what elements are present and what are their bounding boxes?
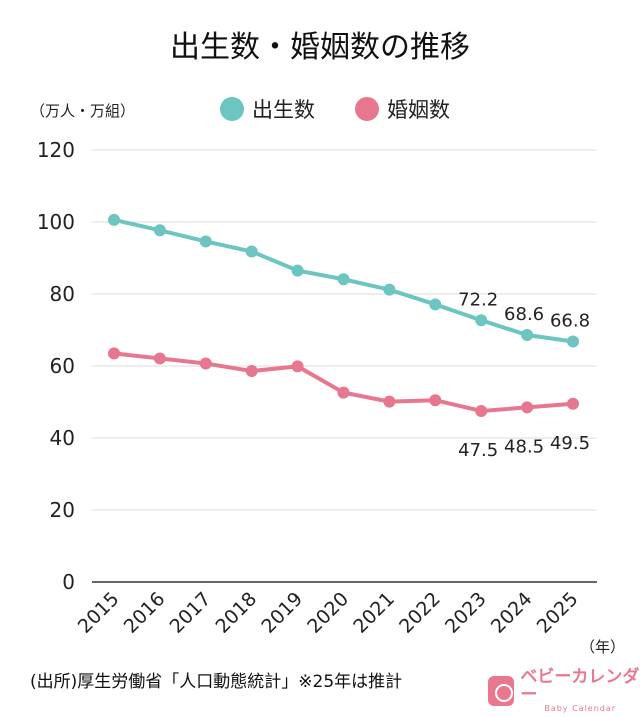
y-axis-unit: （万人・万組） [30,102,136,120]
chart-title: 出生数・婚姻数の推移 [170,30,470,65]
x-tick-label: 2024 [487,588,537,638]
legend-label: 婚姻数 [387,98,450,122]
data-point [199,235,212,248]
data-point [567,397,579,410]
data-point [429,298,442,311]
data-label: 49.5 [550,433,590,454]
logo-name: ベビーカレンダー [520,667,640,705]
data-point [291,360,304,373]
x-tick-label: 2018 [211,588,261,638]
x-tick-label: 2022 [395,588,445,638]
legend-label: 出生数 [252,98,315,122]
legend-births: 出生数 [220,94,315,124]
y-tick-label: 80 [50,282,75,306]
source-note: (出所)厚生労働省「人口動態統計」※25年は推計 [30,672,403,692]
y-tick-label: 100 [37,210,75,234]
data-label: 72.2 [458,289,498,310]
data-label: 66.8 [550,311,590,332]
logo-sub: Baby Calendar [544,704,617,713]
y-tick-label: 20 [50,498,75,522]
data-point [475,314,488,327]
x-tick-label: 2015 [74,588,124,638]
x-tick-label: 2016 [120,588,170,638]
logo: ベビーカレンダー Baby Calendar [488,668,640,713]
data-point [245,365,258,378]
y-tick-label: 120 [37,138,75,162]
x-tick-label: 2020 [303,588,353,638]
x-tick-label: 2025 [533,588,583,638]
y-tick-label: 60 [50,354,75,378]
data-point [291,264,304,277]
data-point [429,394,442,407]
data-point [475,405,488,417]
x-tick-label: 2019 [257,588,307,638]
data-point [153,224,166,237]
data-point [108,347,120,360]
data-label: 68.6 [504,304,544,325]
series-line [113,351,574,414]
x-tick-label: 2017 [166,588,216,638]
data-point [337,273,350,286]
data-point [383,283,396,296]
data-label: 48.5 [504,436,544,457]
data-point [199,357,212,370]
legend-marriages: 婚姻数 [355,94,450,124]
data-point [153,352,166,365]
data-point [337,386,350,399]
data-point [108,213,120,226]
x-tick-label: 2021 [349,588,399,638]
data-point [245,245,258,258]
y-tick-label: 40 [50,426,75,450]
baby-calendar-icon [488,675,515,706]
x-axis-unit: （年） [580,638,626,656]
data-point [383,395,396,408]
y-tick-label: 0 [62,570,75,594]
legend-marker [355,97,379,121]
x-tick-label: 2023 [441,588,491,638]
data-point [521,329,534,342]
data-point [567,335,579,348]
data-point [521,401,534,414]
legend-marker [220,97,244,121]
data-label: 47.5 [458,440,498,461]
